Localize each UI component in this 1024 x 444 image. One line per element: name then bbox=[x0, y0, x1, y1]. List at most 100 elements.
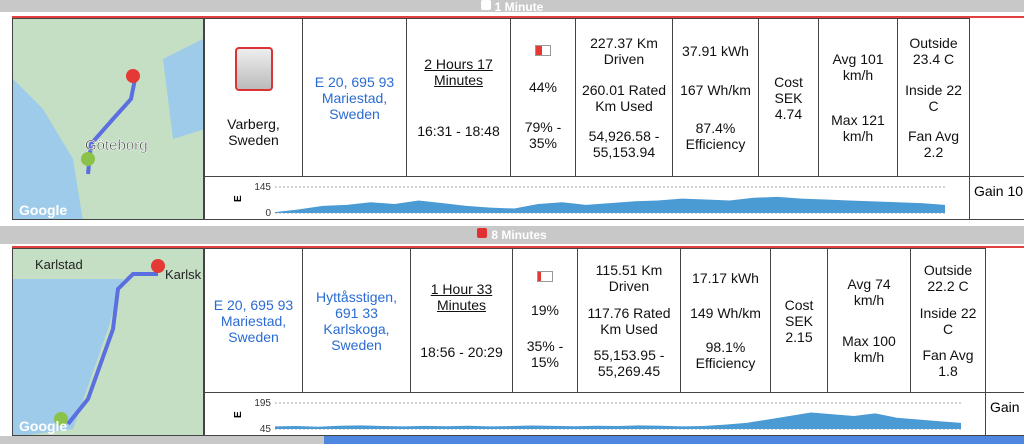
trip-cell: 37.91 kWh 167 Wh/km 87.4% Efficiency bbox=[672, 18, 759, 177]
y-tick-label: 0 bbox=[265, 208, 271, 219]
cell-text: 17.17 kWh bbox=[692, 269, 759, 286]
map: Karlstad Karlsk Google bbox=[12, 248, 204, 436]
row-border bbox=[12, 246, 1024, 248]
elevation-area bbox=[275, 412, 961, 429]
cell-text: 117.76 Rated Km Used bbox=[587, 304, 671, 337]
charger-icon bbox=[234, 46, 273, 91]
trip-cell: 115.51 Km Driven 117.76 Rated Km Used 55,1… bbox=[577, 248, 681, 393]
cell-text: Outside 22.2 C bbox=[923, 261, 973, 294]
cell-text: 167 Wh/km bbox=[680, 81, 751, 98]
cell-text: 115.51 Km Driven bbox=[595, 261, 663, 294]
parking-icon bbox=[480, 0, 491, 10]
sea bbox=[13, 79, 83, 219]
trip-cell: Outside 23.4 C Inside 22 C Fan Avg 2.2 bbox=[897, 18, 970, 177]
elevation-cell: E 0 145 bbox=[204, 176, 970, 220]
cell-text: 16:31 - 18:48 bbox=[417, 123, 500, 139]
gain-text: Gain bbox=[990, 399, 1020, 415]
row-border bbox=[12, 16, 1024, 18]
cell-text: 1 Hour 33 Minutes bbox=[430, 281, 493, 314]
cell-text: Avg 101 km/h bbox=[832, 50, 884, 83]
cell-text: Cost SEK 2.15 bbox=[784, 296, 814, 345]
cell-text: 98.1% Efficiency bbox=[695, 339, 756, 372]
cell-text: E 20, 695 93 Mariestad, Sweden bbox=[314, 73, 395, 122]
cell-text: Avg 74 km/h bbox=[847, 276, 891, 308]
trip-cell: 227.37 Km Driven 260.01 Rated Km Used 54,9… bbox=[575, 18, 673, 177]
cell-text: 149 Wh/km bbox=[690, 304, 761, 321]
trip-cell: Avg 101 km/h Max 121 km/h bbox=[818, 18, 898, 177]
cell-text: 55,153.95 - 55,269.45 bbox=[593, 347, 665, 380]
cell-text: 35% - 15% bbox=[526, 338, 564, 370]
cell-text: 227.37 Km Driven bbox=[590, 35, 658, 68]
gain-cell: Gain 10 bbox=[969, 176, 1024, 220]
cell-text: 19% bbox=[530, 302, 560, 318]
trip-cell: 44% 79% - 35% bbox=[510, 18, 576, 177]
battery-level bbox=[536, 45, 543, 55]
battery-level bbox=[538, 272, 541, 281]
cell-text: Cost SEK 4.74 bbox=[774, 73, 803, 122]
lake bbox=[163, 39, 203, 139]
bottom-bar bbox=[0, 436, 324, 444]
cell-text: Max 121 km/h bbox=[831, 112, 885, 145]
map: Göteborg Google bbox=[12, 18, 204, 220]
parking-icon bbox=[477, 228, 488, 238]
battery-icon bbox=[537, 271, 553, 282]
cell-text: 37.91 kWh bbox=[682, 43, 749, 60]
cell-text: 79% - 35% bbox=[524, 118, 562, 151]
y-tick-label: 195 bbox=[254, 398, 271, 409]
elevation-chart: E 0 145 bbox=[233, 182, 945, 219]
trip-cell: E 20, 695 93 Mariestad, Sweden bbox=[204, 248, 303, 393]
elevation-chart: E 45 195 bbox=[233, 398, 961, 435]
cell-text: 260.01 Rated Km Used bbox=[581, 81, 667, 114]
gap-bar: 1 Minute bbox=[0, 0, 1024, 14]
trip-cell: 2 Hours 17 Minutes 16:31 - 18:48 bbox=[406, 18, 511, 177]
pin-end bbox=[151, 259, 165, 273]
cell-text: 54,926.58 - 55,153.94 bbox=[588, 127, 660, 160]
pin-start bbox=[54, 412, 68, 426]
y-tick-label: 145 bbox=[254, 182, 271, 193]
cell-text: Varberg, Sweden bbox=[227, 116, 280, 149]
elevation-area bbox=[275, 196, 945, 213]
pin-end bbox=[126, 69, 140, 83]
map-svg: Karlstad Karlsk Google bbox=[13, 257, 202, 435]
cell-text: 44% bbox=[528, 79, 558, 95]
cell-text: Fan Avg 1.8 bbox=[922, 347, 974, 380]
map-label: Göteborg bbox=[85, 137, 148, 154]
cell-text: Hyttåsstigen, 691 33 Karlskoga, Sweden bbox=[316, 288, 397, 353]
bottom-bar bbox=[324, 436, 1024, 444]
battery-icon bbox=[535, 44, 551, 56]
gap-duration: 1 Minute bbox=[494, 0, 544, 14]
axis-label: E bbox=[233, 195, 244, 202]
trip-cell: Hyttåsstigen, 691 33 Karlskoga, Sweden bbox=[302, 248, 411, 393]
trip-cell: 1 Hour 33 Minutes 18:56 - 20:29 bbox=[410, 248, 513, 393]
trip-cell: Cost SEK 4.74 bbox=[758, 18, 819, 177]
route bbox=[86, 78, 137, 175]
cell-text: E 20, 695 93 Mariestad, Sweden bbox=[213, 296, 294, 345]
trip-cell: Cost SEK 2.15 bbox=[770, 248, 828, 393]
trip-cell: Outside 22.2 C Inside 22 C Fan Avg 1.8 bbox=[910, 248, 986, 393]
map-attribution: Google bbox=[19, 202, 67, 218]
trip-cell: 17.17 kWh 149 Wh/km 98.1% Efficiency bbox=[680, 248, 771, 393]
map-label: Karlsk bbox=[165, 267, 202, 282]
lake bbox=[13, 279, 123, 435]
cell-text: Outside 23.4 C bbox=[909, 35, 958, 68]
axis-label: E bbox=[233, 411, 244, 418]
cell-text: 18:56 - 20:29 bbox=[420, 343, 503, 360]
trip-cell: E 20, 695 93 Mariestad, Sweden bbox=[302, 18, 407, 177]
elevation-cell: E 45 195 bbox=[204, 392, 986, 436]
y-tick-label: 45 bbox=[260, 424, 272, 435]
cell-text: Fan Avg 2.2 bbox=[907, 127, 960, 160]
trip-cell: Varberg, Sweden bbox=[204, 18, 303, 177]
trip-cell: Avg 74 km/h Max 100 km/h bbox=[827, 248, 911, 393]
cell-text: Max 100 km/h bbox=[842, 333, 896, 365]
gap-duration: 8 Minutes bbox=[491, 228, 547, 242]
cell-text: Inside 22 C bbox=[919, 304, 977, 337]
cell-text: 2 Hours 17 Minutes bbox=[424, 56, 493, 88]
map-label: Karlstad bbox=[35, 257, 83, 272]
map-attribution: Google bbox=[19, 418, 67, 434]
gap-bar: 8 Minutes bbox=[0, 226, 1024, 244]
gain-text: Gain 10 bbox=[974, 183, 1024, 199]
cell-text: Inside 22 C bbox=[905, 81, 962, 114]
pin-start bbox=[81, 152, 95, 166]
route bbox=[66, 272, 158, 426]
